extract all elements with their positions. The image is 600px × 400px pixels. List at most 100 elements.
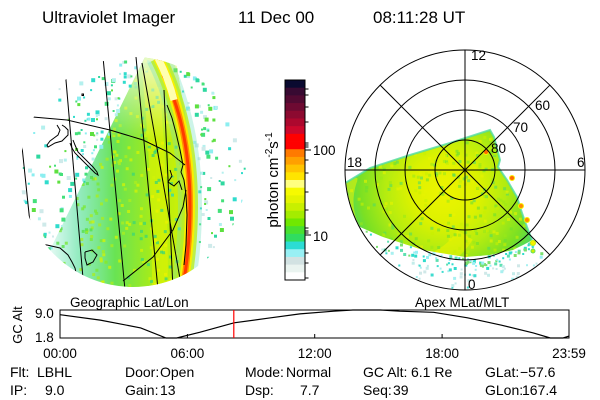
speckle-dot	[531, 246, 534, 249]
texture-dot	[121, 221, 125, 225]
speckle-dot	[501, 265, 505, 269]
info-mode-value: Normal	[286, 364, 332, 380]
speckle-dot	[215, 156, 219, 160]
texture-dot	[56, 241, 60, 245]
texture-dot	[360, 202, 364, 206]
texture-dot	[518, 243, 522, 247]
texture-dot	[532, 171, 535, 174]
texture-dot	[402, 233, 406, 237]
speckle-dot	[418, 264, 421, 267]
texture-dot	[483, 230, 486, 233]
colorbar-band	[285, 141, 305, 150]
texture-dot	[532, 174, 535, 177]
texture-dot	[75, 197, 79, 200]
texture-dot	[156, 147, 160, 151]
texture-dot	[420, 176, 423, 180]
speckle-dot	[495, 268, 498, 270]
speckle-dot	[481, 261, 485, 265]
texture-dot	[524, 141, 528, 145]
texture-dot	[479, 254, 483, 257]
speckle-dot	[74, 132, 78, 136]
speckle-dot	[207, 256, 210, 259]
speckle-dot	[208, 106, 213, 111]
texture-dot	[147, 148, 151, 152]
speckle-dot	[44, 236, 47, 239]
texture-dot	[179, 188, 183, 192]
info-flt-label: Flt:	[10, 364, 30, 380]
info-door-value: Open	[160, 364, 195, 380]
texture-dot	[438, 191, 442, 195]
speckle-dot	[435, 257, 438, 260]
speckle-dot	[119, 63, 123, 67]
texture-dot	[415, 246, 419, 250]
texture-dot	[456, 136, 460, 140]
colorbar-band	[285, 226, 305, 235]
texture-dot	[378, 165, 382, 169]
texture-dot	[480, 174, 484, 178]
texture-dot	[527, 187, 531, 191]
texture-dot	[399, 240, 403, 244]
info-door-label: Door:	[125, 364, 160, 380]
speckle-dot	[58, 172, 62, 176]
texture-dot	[383, 231, 387, 235]
texture-dot	[428, 173, 432, 177]
speckle-dot	[238, 159, 242, 163]
speckle-dot	[221, 199, 225, 203]
texture-dot	[458, 246, 462, 250]
speckle-dot	[194, 143, 199, 148]
texture-dot	[166, 196, 170, 200]
speckle-dot	[193, 140, 197, 144]
speckle-dot	[199, 207, 202, 210]
texture-dot	[443, 133, 447, 137]
texture-dot	[418, 186, 422, 190]
texture-dot	[354, 148, 358, 152]
speckle-dot	[453, 276, 457, 280]
texture-dot	[485, 229, 489, 233]
texture-dot	[491, 181, 495, 185]
texture-dot	[483, 206, 487, 210]
colorbar-band	[285, 218, 305, 227]
texture-dot	[92, 273, 96, 277]
texture-dot	[100, 165, 104, 169]
texture-dot	[427, 239, 431, 243]
texture-dot	[89, 214, 93, 218]
speckle-dot	[82, 178, 86, 182]
texture-dot	[388, 181, 392, 185]
speckle-dot	[117, 97, 120, 100]
texture-dot	[391, 226, 395, 230]
texture-dot	[507, 218, 510, 221]
speckle-dot	[197, 157, 201, 161]
texture-dot	[490, 170, 494, 173]
texture-dot	[467, 179, 471, 183]
speckle-dot	[80, 149, 84, 152]
speckle-dot	[31, 173, 35, 177]
colorbar-band	[285, 156, 305, 166]
texture-dot	[125, 221, 129, 225]
texture-dot	[370, 237, 373, 241]
speckle-dot	[25, 201, 29, 205]
speckle-dot	[527, 244, 530, 247]
texture-dot	[151, 154, 155, 157]
colorbar-band	[285, 172, 305, 181]
texture-dot	[518, 217, 522, 221]
texture-dot	[434, 171, 438, 175]
texture-dot	[394, 243, 398, 247]
colorbar-band	[285, 149, 305, 158]
texture-dot	[493, 248, 497, 252]
texture-dot	[361, 141, 365, 145]
texture-dot	[104, 198, 108, 202]
texture-dot	[141, 259, 145, 263]
texture-dot	[404, 243, 408, 247]
texture-dot	[379, 155, 383, 159]
speckle-dot	[75, 177, 78, 180]
texture-dot	[52, 267, 56, 271]
texture-dot	[156, 241, 159, 245]
speckle-dot	[127, 74, 132, 79]
texture-dot	[372, 251, 376, 255]
speckle-dot	[91, 152, 94, 155]
texture-dot	[372, 203, 376, 207]
speckle-dot	[182, 90, 184, 93]
texture-dot	[110, 288, 113, 291]
texture-dot	[58, 229, 62, 233]
texture-dot	[152, 176, 156, 179]
